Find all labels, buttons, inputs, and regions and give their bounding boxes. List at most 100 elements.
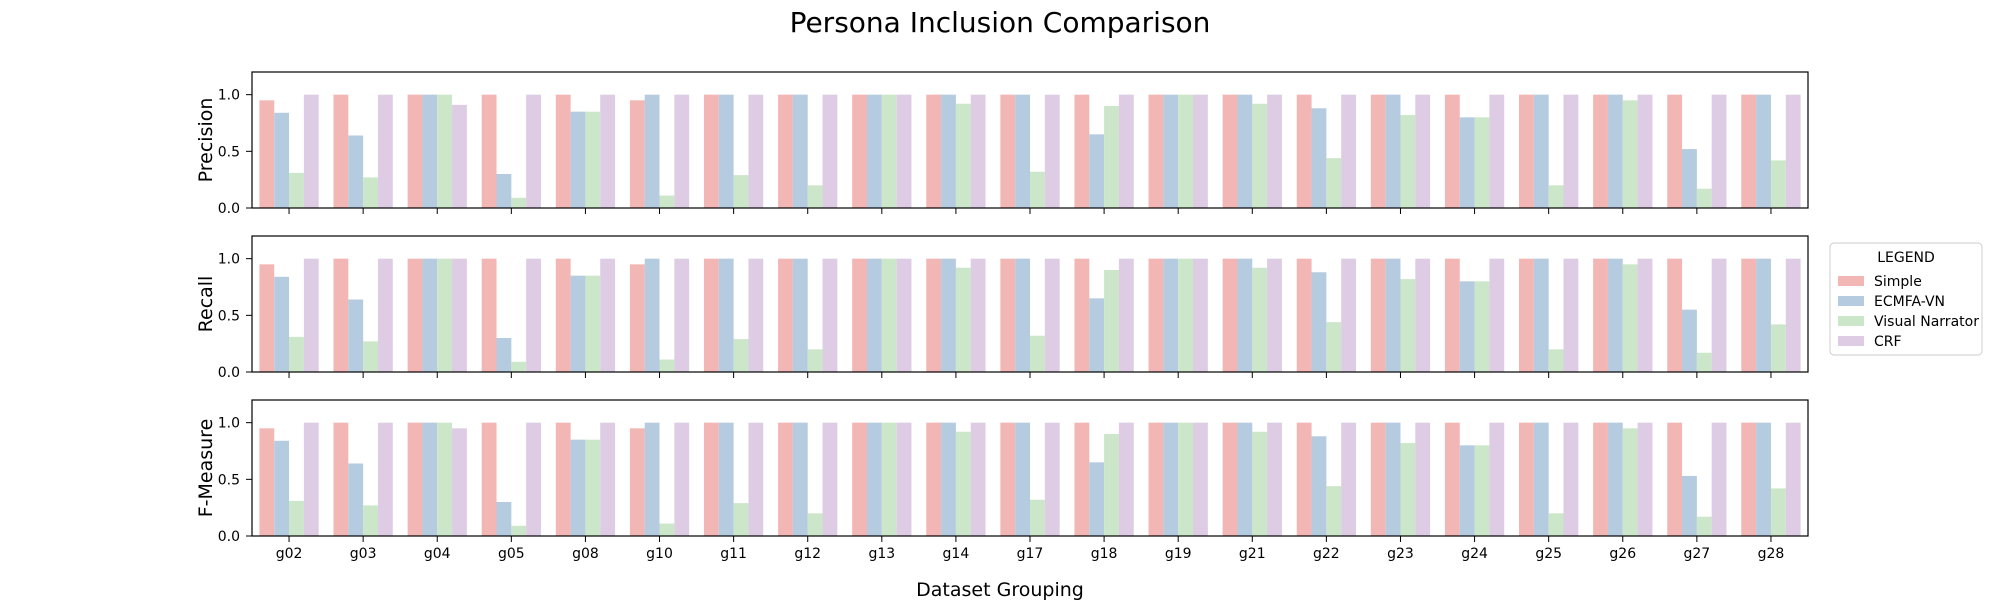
bar-crf-g26-precision <box>1637 94 1653 208</box>
bar-crf-g02-f-measure <box>303 422 319 536</box>
y-tick-label-f-measure-1: 0.5 <box>218 472 240 488</box>
bar-visual-narrator-g24-precision <box>1474 117 1490 208</box>
bar-crf-g26-f-measure <box>1637 422 1653 536</box>
bar-simple-g03-f-measure <box>333 422 349 536</box>
x-axis-label: Dataset Grouping <box>916 579 1084 600</box>
legend-swatch-crf <box>1838 336 1864 346</box>
x-tick-label-g19: g19 <box>1165 546 1192 562</box>
bar-simple-g04-recall <box>407 258 423 372</box>
bar-ecmfa-vn-g13-recall <box>866 258 882 372</box>
x-tick-label-g17: g17 <box>1017 546 1044 562</box>
x-tick-label-g12: g12 <box>794 546 821 562</box>
bar-ecmfa-vn-g25-f-measure <box>1533 422 1549 536</box>
bar-visual-narrator-g02-precision <box>289 172 304 208</box>
bar-simple-g10-precision <box>629 100 645 208</box>
bar-ecmfa-vn-g08-precision <box>570 111 586 208</box>
bar-visual-narrator-g26-recall <box>1622 264 1638 372</box>
bar-simple-g27-f-measure <box>1667 422 1683 536</box>
bar-ecmfa-vn-g25-recall <box>1533 258 1549 372</box>
series-ecmfa-vn-recall <box>274 258 1771 372</box>
x-tick-label-g08: g08 <box>572 546 599 562</box>
bar-crf-g03-recall <box>377 258 393 372</box>
bar-simple-g04-precision <box>407 94 423 208</box>
bar-crf-g08-precision <box>600 94 616 208</box>
bar-ecmfa-vn-g02-recall <box>274 276 290 372</box>
x-tick-label-g21: g21 <box>1239 546 1266 562</box>
bar-ecmfa-vn-g04-precision <box>422 94 438 208</box>
legend-title: LEGEND <box>1877 250 1935 266</box>
x-tick-label-g14: g14 <box>943 546 970 562</box>
bar-crf-g05-f-measure <box>526 422 541 536</box>
bar-visual-narrator-g22-precision <box>1326 158 1342 208</box>
bar-simple-g23-recall <box>1370 258 1386 372</box>
bar-ecmfa-vn-g13-f-measure <box>866 422 882 536</box>
bar-simple-g26-f-measure <box>1593 422 1608 536</box>
bar-crf-g23-recall <box>1415 258 1431 372</box>
bar-crf-g03-precision <box>377 94 393 208</box>
bar-crf-g12-recall <box>822 258 838 372</box>
bar-ecmfa-vn-g04-f-measure <box>422 422 438 536</box>
bar-simple-g04-f-measure <box>407 422 423 536</box>
y-tick-label-recall-0: 0.0 <box>218 365 240 381</box>
bar-visual-narrator-g14-recall <box>955 267 971 372</box>
bar-ecmfa-vn-g11-recall <box>718 258 734 372</box>
bar-ecmfa-vn-g24-precision <box>1459 117 1475 208</box>
series-crf-precision <box>303 94 1801 208</box>
x-tick-label-g11: g11 <box>720 546 747 562</box>
bar-crf-g21-precision <box>1267 94 1282 208</box>
bar-visual-narrator-g13-recall <box>881 258 897 372</box>
bar-visual-narrator-g08-f-measure <box>585 439 601 536</box>
bar-crf-g24-recall <box>1489 258 1505 372</box>
bar-simple-g27-recall <box>1667 258 1683 372</box>
bar-crf-g22-f-measure <box>1341 422 1357 536</box>
bar-crf-g24-f-measure <box>1489 422 1505 536</box>
bar-simple-g13-f-measure <box>852 422 867 536</box>
bar-simple-g05-precision <box>481 94 497 208</box>
bar-crf-g21-recall <box>1267 258 1282 372</box>
bar-simple-g26-recall <box>1593 258 1608 372</box>
bar-simple-g14-precision <box>926 94 942 208</box>
bar-simple-g18-f-measure <box>1074 422 1090 536</box>
bar-simple-g05-recall <box>481 258 497 372</box>
bar-crf-g17-recall <box>1044 258 1060 372</box>
x-tick-label-g02: g02 <box>276 546 303 562</box>
x-tick-label-g04: g04 <box>424 546 451 562</box>
bar-ecmfa-vn-g19-f-measure <box>1163 422 1179 536</box>
bar-crf-g04-f-measure <box>452 428 467 536</box>
bar-visual-narrator-g11-f-measure <box>733 503 749 536</box>
bar-crf-g18-recall <box>1118 258 1134 372</box>
bar-ecmfa-vn-g23-recall <box>1385 258 1401 372</box>
bar-crf-g24-precision <box>1489 94 1505 208</box>
bar-visual-narrator-g02-recall <box>289 336 304 372</box>
bar-visual-narrator-g04-f-measure <box>437 422 453 536</box>
bar-visual-narrator-g18-f-measure <box>1104 434 1119 536</box>
bar-visual-narrator-g26-f-measure <box>1622 428 1638 536</box>
bar-ecmfa-vn-g18-f-measure <box>1089 462 1105 536</box>
bar-crf-g12-f-measure <box>822 422 838 536</box>
x-tick-label-g25: g25 <box>1535 546 1562 562</box>
bar-simple-g12-recall <box>778 258 793 372</box>
bar-crf-g10-recall <box>674 258 690 372</box>
x-tick-label-g24: g24 <box>1461 546 1488 562</box>
bar-visual-narrator-g10-precision <box>659 195 675 208</box>
bar-crf-g23-f-measure <box>1415 422 1431 536</box>
bar-crf-g27-precision <box>1711 94 1727 208</box>
bar-crf-g23-precision <box>1415 94 1431 208</box>
bar-visual-narrator-g25-precision <box>1548 185 1564 208</box>
bar-crf-g13-precision <box>896 94 912 208</box>
legend: LEGEND Simple ECMFA-VN Visual Narrator CRF <box>1829 242 1983 356</box>
bar-simple-g13-recall <box>852 258 867 372</box>
bar-ecmfa-vn-g03-precision <box>348 135 364 208</box>
bar-simple-g10-f-measure <box>629 428 645 536</box>
series-visual-narrator-f-measure <box>289 422 1786 536</box>
bar-ecmfa-vn-g26-f-measure <box>1607 422 1623 536</box>
bar-visual-narrator-g22-f-measure <box>1326 486 1342 536</box>
bar-simple-g17-precision <box>1000 94 1016 208</box>
bar-crf-g17-f-measure <box>1044 422 1060 536</box>
y-tick-label-f-measure-0: 0.0 <box>218 529 240 545</box>
bar-crf-g10-precision <box>674 94 690 208</box>
series-visual-narrator-precision <box>289 94 1786 208</box>
y-tick-label-precision-2: 1.0 <box>218 88 240 104</box>
bar-simple-g25-f-measure <box>1519 422 1534 536</box>
legend-label-crf: CRF <box>1874 334 1902 350</box>
